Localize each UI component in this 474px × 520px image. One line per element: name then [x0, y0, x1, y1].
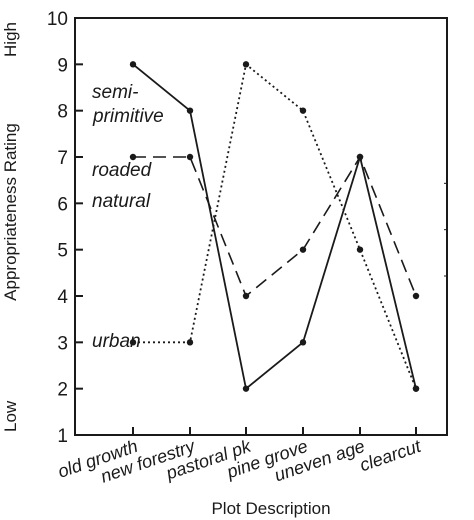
- y-tick-label-6: 6: [57, 194, 68, 215]
- point-roaded-natural-3: [299, 246, 307, 253]
- point-urban-3: [299, 107, 307, 114]
- y-axis-high-label: High: [1, 22, 20, 57]
- series-labels: semi-primitive roaded natural urban: [92, 82, 164, 352]
- series-line-urban: [133, 63, 417, 390]
- point-urban-0: [129, 339, 137, 346]
- series-label-urban-line0: urban: [92, 331, 141, 352]
- y-tick-label-1: 1: [57, 426, 68, 447]
- point-semi-primitive-2: [242, 385, 250, 392]
- y-tick-label-8: 8: [57, 102, 68, 123]
- point-roaded-natural-2: [242, 292, 250, 300]
- point-urban-4: [356, 246, 364, 253]
- series-label-roaded-natural-line1: natural: [92, 191, 151, 212]
- y-tick-label-10: 10: [47, 9, 68, 30]
- point-urban-1: [186, 339, 194, 346]
- plot-frame: [74, 17, 448, 436]
- y-tick-label-9: 9: [57, 55, 68, 76]
- point-urban-2: [242, 61, 250, 68]
- y-tick-label-3: 3: [57, 333, 68, 354]
- x-tick-label-clearcut: clearcut: [357, 436, 424, 476]
- y-axis-low-label: Low: [1, 400, 20, 432]
- series-group: [129, 61, 420, 392]
- series-line-semi-primitive: [132, 63, 417, 390]
- point-semi-primitive-3: [299, 339, 307, 346]
- point-semi-primitive-0: [129, 61, 137, 68]
- y-axis-label: Appropriateness Rating: [1, 123, 20, 301]
- series-label-semi-primitive-line1: primitive: [92, 106, 164, 127]
- y-tick-label-4: 4: [57, 287, 68, 308]
- point-roaded-natural-5: [412, 292, 420, 300]
- y-tick-label-7: 7: [57, 148, 68, 169]
- series-label-roaded-natural-line0: roaded: [92, 160, 153, 181]
- point-roaded-natural-0: [129, 153, 137, 161]
- y-axis-ticks: [75, 17, 447, 436]
- point-roaded-natural-1: [186, 153, 194, 161]
- series-label-semi-primitive-line0: semi-: [92, 82, 138, 103]
- x-axis-label: Plot Description: [211, 499, 330, 518]
- y-tick-label-5: 5: [57, 241, 68, 262]
- point-semi-primitive-1: [186, 107, 194, 114]
- point-roaded-natural-4: [356, 153, 364, 161]
- y-axis-tick-labels: 1 2 3 4 5 6 7 8 9 10: [47, 9, 69, 447]
- series-line-roaded-natural: [133, 156, 417, 297]
- y-tick-label-2: 2: [57, 380, 68, 401]
- point-urban-5: [412, 385, 420, 392]
